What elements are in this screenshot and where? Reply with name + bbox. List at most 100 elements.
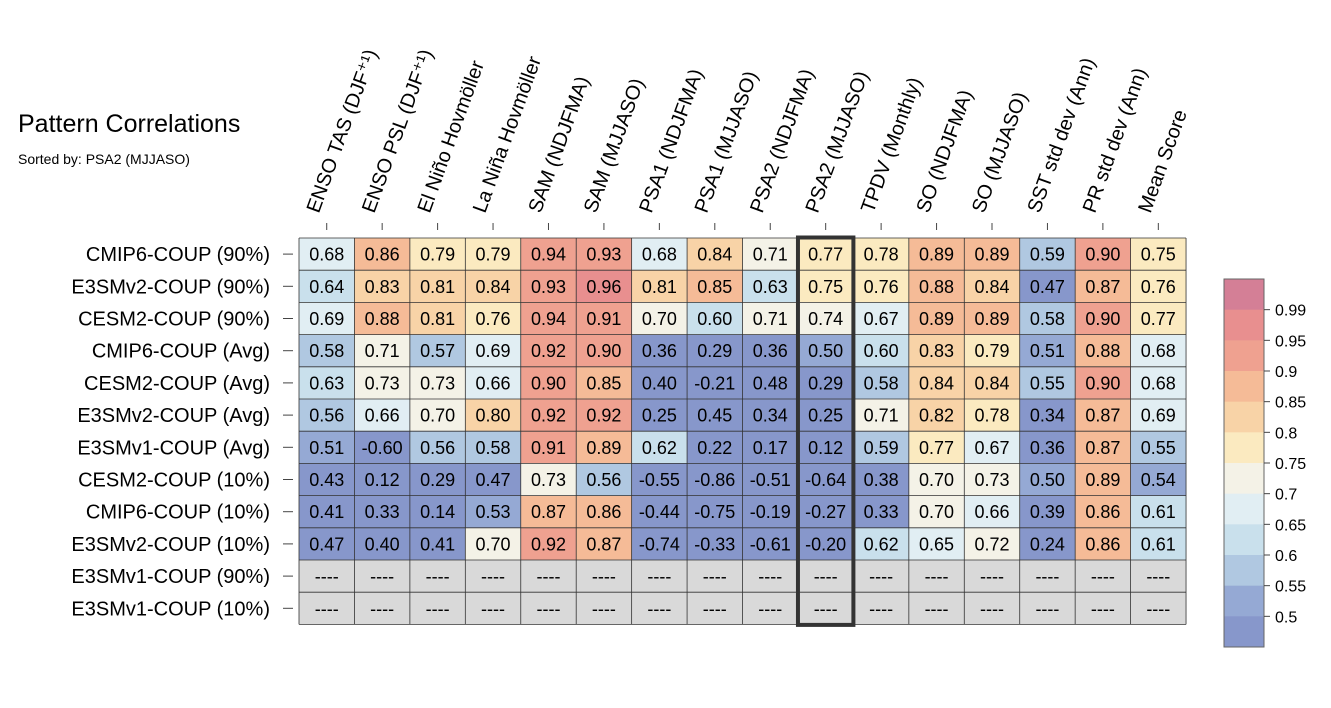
cell-value: 0.90 (586, 341, 621, 361)
heatmap-cell (1075, 334, 1131, 367)
colorbar-tick-label: 0.65 (1275, 517, 1306, 534)
cell-value: 0.60 (697, 309, 732, 329)
heatmap-cell (853, 302, 909, 335)
cell-value: ---- (592, 567, 616, 587)
cell-value: 0.68 (1141, 373, 1176, 393)
heatmap-cell (964, 431, 1020, 464)
heatmap-cell (908, 399, 965, 432)
heatmap-cell (964, 592, 1020, 625)
cell-value: 0.29 (697, 341, 732, 361)
cell-value: 0.84 (697, 245, 732, 265)
cell-value: 0.34 (753, 406, 788, 426)
colorbar-segment (1224, 585, 1264, 617)
cell-value: 0.94 (531, 245, 566, 265)
heatmap-cell (299, 463, 355, 496)
cell-value: ---- (869, 599, 893, 619)
cell-value: 0.12 (365, 470, 400, 490)
cell-value: 0.88 (365, 309, 400, 329)
heatmap-cell (1075, 527, 1131, 560)
cell-value: ---- (703, 599, 727, 619)
heatmap-cell (853, 366, 909, 399)
column-label: SAM (MJJASO) (580, 76, 649, 216)
heatmap-cell (908, 431, 965, 464)
colorbar: 0.99 0.95 0.9 0.85 0.8 0.75 0.7 0.65 0.6 0.55 0.5 (1223, 278, 1306, 648)
heatmap-cell (1130, 238, 1187, 271)
cell-value: 0.55 (1141, 438, 1176, 458)
cell-value: 0.29 (808, 373, 843, 393)
heatmap-cell (853, 592, 909, 625)
cell-value: ---- (980, 567, 1004, 587)
heatmap-cell (1130, 592, 1187, 625)
heatmap-cell (964, 463, 1020, 496)
cell-value: -0.51 (750, 470, 791, 490)
cell-value: 0.55 (1030, 373, 1065, 393)
heatmap-cells: 0.68 0.86 0.79 0.79 0.94 0.93 0.68 0.84 0.71 0.77… (299, 238, 1187, 625)
heatmap-cell (520, 238, 577, 271)
heatmap-cell (465, 495, 521, 528)
heatmap-cell (299, 399, 355, 432)
heatmap-cell (908, 560, 965, 593)
cell-value: ---- (1146, 599, 1170, 619)
cell-value: 0.69 (1141, 406, 1176, 426)
cell-value: 0.62 (864, 534, 899, 554)
heatmap-cell (576, 399, 632, 432)
cell-value: 0.87 (1085, 277, 1120, 297)
cell-value: 0.70 (476, 534, 511, 554)
cell-value: 0.67 (974, 438, 1009, 458)
heatmap-cell (687, 399, 743, 432)
cell-value: 0.33 (365, 502, 400, 522)
heatmap-cell (687, 592, 743, 625)
heatmap-cell (742, 463, 798, 496)
heatmap-cell (576, 592, 632, 625)
colorbar-segment (1224, 340, 1264, 372)
colorbar-tick-label: 0.55 (1275, 579, 1306, 596)
heatmap-cell (853, 495, 909, 528)
heatmap-cell (1130, 463, 1187, 496)
heatmap-cell (1019, 495, 1076, 528)
heatmap-cell (797, 399, 854, 432)
cell-value: 0.85 (697, 277, 732, 297)
colorbar-tick-label: 0.99 (1275, 303, 1306, 320)
heatmap-cell (631, 592, 688, 625)
heatmap-cell (908, 463, 965, 496)
cell-value: 0.29 (420, 470, 455, 490)
cell-value: 0.87 (1085, 438, 1120, 458)
cell-value: 0.40 (642, 373, 677, 393)
row-label: E3SMv2-COUP (90%) (71, 276, 270, 298)
heatmap-cell (465, 592, 521, 625)
heatmap-cell (908, 495, 965, 528)
heatmap-cell (576, 495, 632, 528)
heatmap-cell (520, 334, 577, 367)
cell-value: 0.39 (1030, 502, 1065, 522)
cell-value: 0.61 (1141, 502, 1176, 522)
row-label: E3SMv2-COUP (Avg) (77, 405, 270, 427)
heatmap-cell (409, 238, 466, 271)
cell-value: 0.78 (974, 406, 1009, 426)
colorbar-segment (1224, 463, 1264, 495)
heatmap-cell (520, 270, 577, 303)
cell-value: 0.92 (531, 341, 566, 361)
cell-value: 0.83 (365, 277, 400, 297)
cell-value: -0.27 (805, 502, 846, 522)
cell-value: 0.66 (476, 373, 511, 393)
heatmap-cell (1019, 431, 1076, 464)
heatmap-cell (1075, 366, 1131, 399)
cell-value: 0.58 (864, 373, 899, 393)
heatmap-cell (409, 495, 466, 528)
cell-value: 0.96 (586, 277, 621, 297)
cell-value: 0.84 (974, 277, 1009, 297)
heatmap-cell (576, 527, 632, 560)
cell-value: 0.71 (753, 309, 788, 329)
cell-value: ---- (925, 567, 949, 587)
heatmap-cell (1130, 399, 1187, 432)
cell-value: 0.71 (365, 341, 400, 361)
heatmap-cell (908, 270, 965, 303)
heatmap-cell (1019, 302, 1076, 335)
cell-value: 0.47 (476, 470, 511, 490)
cell-value: 0.70 (642, 309, 677, 329)
cell-value: 0.36 (753, 341, 788, 361)
cell-value: ---- (536, 567, 560, 587)
heatmap-cell (631, 238, 688, 271)
heatmap-cell (797, 270, 854, 303)
heatmap-cell (687, 495, 743, 528)
